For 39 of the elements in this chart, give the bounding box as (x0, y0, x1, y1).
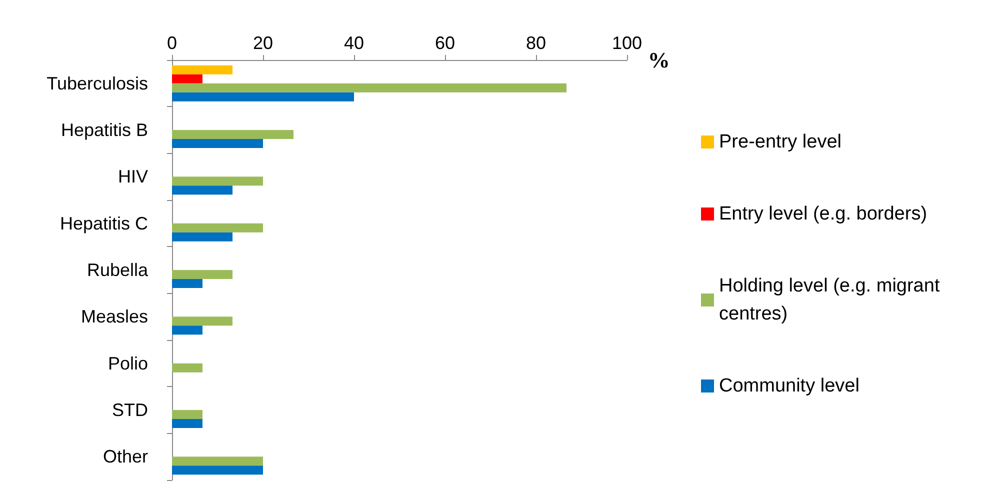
legend-label: Community level (719, 376, 860, 396)
bar (172, 270, 233, 279)
x-tick-label: 20 (252, 33, 274, 53)
y-tick-label: Hepatitis C (60, 213, 148, 234)
x-tick-label: 40 (344, 33, 364, 53)
bar (172, 176, 263, 186)
x-tick-label: 0 (166, 33, 178, 53)
bar (172, 139, 263, 148)
x-tick-label: 80 (526, 33, 546, 53)
y-tick-label: Polio (108, 353, 148, 374)
bar (172, 456, 263, 466)
bar (172, 279, 202, 288)
bar (172, 326, 202, 335)
bar (172, 316, 233, 326)
bar (172, 83, 566, 92)
bar (172, 363, 202, 372)
bar (172, 92, 354, 102)
bar (172, 232, 233, 242)
bar (172, 65, 233, 74)
y-tick-label: Measles (80, 306, 148, 327)
legend-label: Pre-entry level (719, 132, 842, 152)
y-tick-label: HIV (118, 166, 148, 187)
y-tick-label: Hepatitis B (60, 120, 148, 140)
x-tick-label: 60 (434, 33, 456, 53)
bar (172, 186, 233, 195)
bar (172, 419, 202, 428)
y-tick-label: Tuberculosis (46, 73, 148, 94)
y-tick-label: Rubella (86, 260, 149, 280)
legend-label: Holding level (e.g. migrant centres) (719, 276, 945, 324)
x-axis-title: % (648, 48, 670, 72)
bar (172, 410, 202, 419)
y-tick-label: STD (112, 400, 148, 420)
x-tick-label: 100 (612, 33, 642, 53)
bar (172, 466, 263, 475)
y-tick-label: Other (102, 446, 148, 467)
bar (172, 130, 294, 139)
bar (172, 74, 202, 84)
bar (172, 223, 263, 232)
legend-label: Entry level (e.g. borders) (719, 204, 928, 224)
